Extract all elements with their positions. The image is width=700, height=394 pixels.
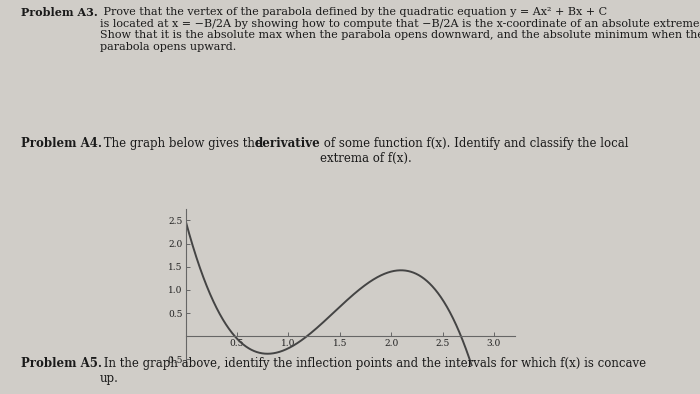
Text: In the graph above, identify the inflection points and the intervals for which f: In the graph above, identify the inflect… [100, 357, 646, 385]
Text: Prove that the vertex of the parabola defined by the quadratic equation y = Ax² : Prove that the vertex of the parabola de… [100, 7, 700, 52]
Text: Problem A5.: Problem A5. [21, 357, 102, 370]
Text: The graph below gives the: The graph below gives the [100, 137, 266, 150]
Text: Problem A4.: Problem A4. [21, 137, 102, 150]
Text: of some function f(x). Identify and classify the local
extrema of f(x).: of some function f(x). Identify and clas… [320, 137, 629, 165]
Text: Problem A3.: Problem A3. [21, 7, 98, 18]
Text: derivative: derivative [254, 137, 320, 150]
